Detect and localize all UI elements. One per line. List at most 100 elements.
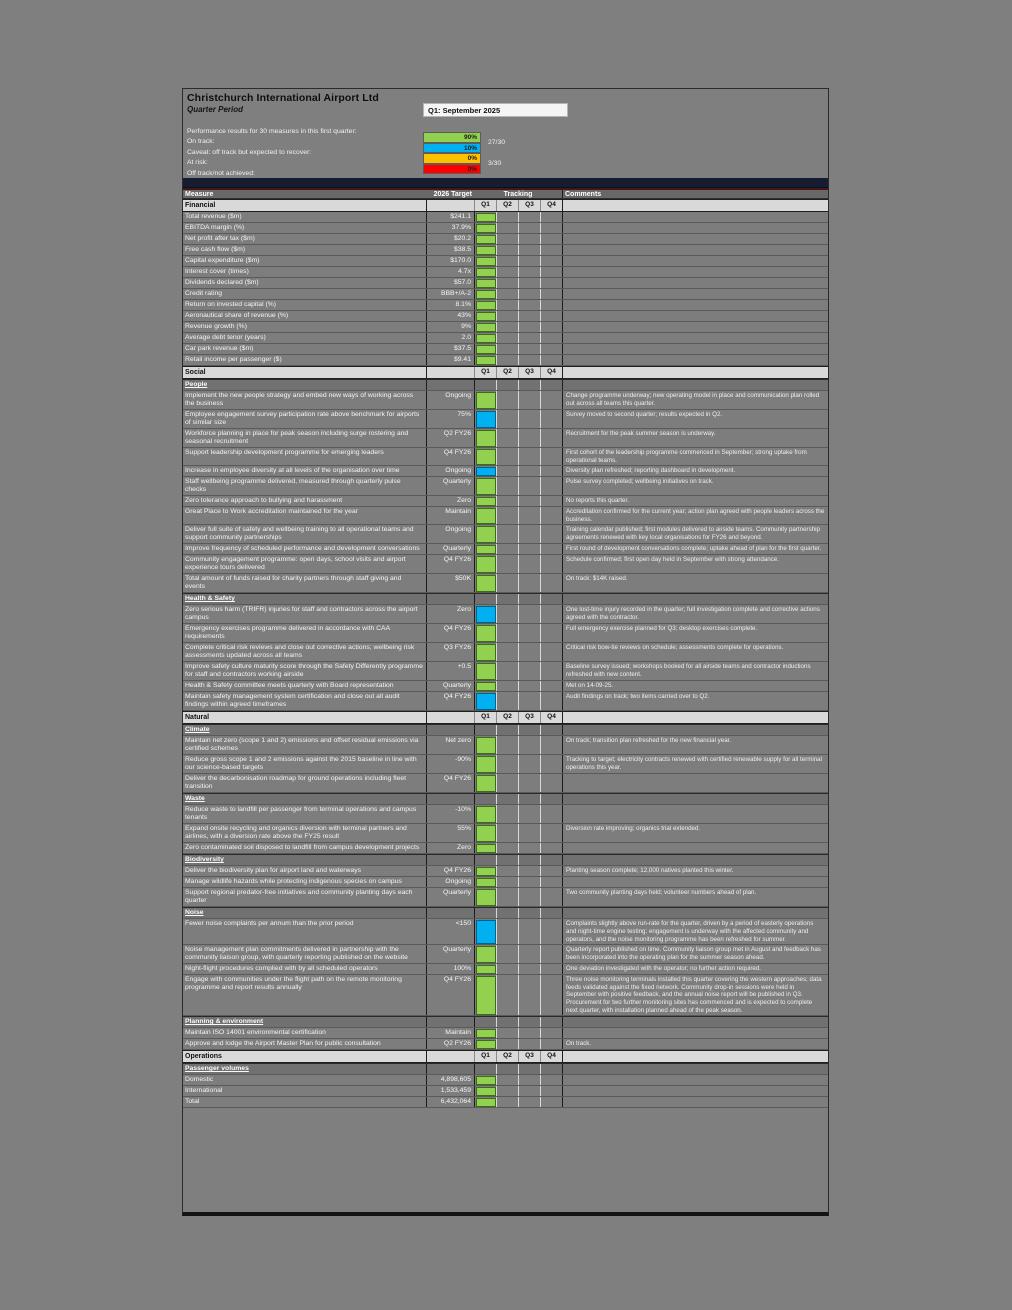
tracking-cell-q4[interactable] xyxy=(540,234,562,244)
tracking-cell-q3[interactable] xyxy=(518,805,540,824)
tracking-cell-q4[interactable] xyxy=(540,333,562,343)
comment-cell[interactable] xyxy=(562,1028,828,1039)
tracking-cell-q3[interactable] xyxy=(518,245,540,255)
tracking-cell-q4[interactable] xyxy=(540,525,562,544)
tracking-cell-q2[interactable] xyxy=(496,624,518,643)
tracking-cell-q2[interactable] xyxy=(496,805,518,824)
tracking-cell-q3[interactable] xyxy=(518,278,540,288)
tracking-cell-q2[interactable] xyxy=(496,410,518,428)
tracking-cell-q3[interactable] xyxy=(518,333,540,343)
target-cell[interactable]: Quarterly xyxy=(426,544,474,555)
subsection-header-row[interactable]: Waste xyxy=(183,793,828,806)
status-square-green[interactable] xyxy=(475,311,496,321)
tracking-cell-q4[interactable] xyxy=(540,681,562,692)
tracking-cell-q1[interactable] xyxy=(474,725,496,736)
tracking-cell-q3[interactable] xyxy=(518,866,540,877)
status-square-green[interactable] xyxy=(475,1097,496,1107)
target-cell[interactable]: 55% xyxy=(426,824,474,843)
tracking-cell-q1[interactable] xyxy=(474,736,496,755)
tracking-cell-q2[interactable]: Q2 xyxy=(496,1051,518,1063)
tracking-cell-q4[interactable] xyxy=(540,507,562,525)
tracking-cell-q3[interactable] xyxy=(518,843,540,854)
measure-cell[interactable]: Increase in employee diversity at all le… xyxy=(185,467,400,475)
tracking-cell-q4[interactable] xyxy=(540,496,562,507)
tracking-cell-q1[interactable] xyxy=(474,908,496,919)
tracking-cell-q2[interactable] xyxy=(496,681,518,692)
tracking-cell-q1[interactable] xyxy=(474,888,496,907)
status-square-green[interactable] xyxy=(475,945,496,963)
tracking-cell-q2[interactable] xyxy=(496,877,518,888)
comment-cell[interactable] xyxy=(562,1086,828,1097)
tracking-cell-q1[interactable] xyxy=(474,1017,496,1028)
target-cell[interactable]: Q4 FY26 xyxy=(426,975,474,1016)
measure-cell[interactable]: EBITDA margin (%) xyxy=(185,224,245,231)
status-square-green[interactable] xyxy=(475,1039,496,1049)
tracking-cell-q3[interactable] xyxy=(518,448,540,466)
tracking-cell-q3[interactable] xyxy=(518,344,540,354)
comment-cell[interactable] xyxy=(562,843,828,854)
tracking-cell-q1[interactable] xyxy=(474,448,496,466)
target-cell[interactable]: Zero xyxy=(426,496,474,507)
target-cell[interactable]: 4.7x xyxy=(426,267,474,277)
comment-cell[interactable] xyxy=(562,1097,828,1108)
target-cell[interactable]: 2.0 xyxy=(426,333,474,343)
measure-cell[interactable]: Approve and lodge the Airport Master Pla… xyxy=(185,1040,381,1048)
measure-cell[interactable]: Engage with communities under the flight… xyxy=(185,976,402,992)
comment-cell[interactable]: Audit findings on track; two items carri… xyxy=(562,692,828,711)
tracking-cell-q2[interactable] xyxy=(496,289,518,299)
measure-cell[interactable]: Maintain ISO 14001 environmental certifi… xyxy=(185,1029,326,1037)
tracking-cell-q3[interactable] xyxy=(518,1075,540,1086)
tracking-cell-q4[interactable] xyxy=(540,1086,562,1097)
tracking-cell-q3[interactable] xyxy=(518,525,540,544)
tracking-cell-q1[interactable] xyxy=(474,662,496,681)
comment-cell[interactable]: On track: $14K raised. xyxy=(562,574,828,593)
subsection-header-row[interactable]: Climate xyxy=(183,724,828,737)
tracking-cell-q4[interactable] xyxy=(540,1075,562,1086)
subsection-header-row[interactable]: Planning & environment xyxy=(183,1016,828,1029)
measure-cell[interactable]: Complete critical risk reviews and close… xyxy=(185,644,415,660)
measure-cell[interactable]: Return on invested capital (%) xyxy=(185,301,277,308)
tracking-cell-q4[interactable] xyxy=(540,429,562,447)
target-cell[interactable]: $37.5 xyxy=(426,344,474,354)
tracking-cell-q2[interactable] xyxy=(496,725,518,736)
tracking-cell-q2[interactable] xyxy=(496,466,518,477)
status-square-green[interactable] xyxy=(475,824,496,842)
tracking-cell-q3[interactable] xyxy=(518,692,540,711)
tracking-cell-q1[interactable] xyxy=(474,1039,496,1050)
target-cell[interactable]: Quarterly xyxy=(426,477,474,496)
tracking-cell-q2[interactable] xyxy=(496,794,518,805)
measure-cell[interactable]: Zero tolerance approach to bullying and … xyxy=(185,497,343,505)
comment-cell[interactable] xyxy=(562,877,828,888)
tracking-cell-q2[interactable] xyxy=(496,964,518,975)
tracking-cell-q2[interactable] xyxy=(496,1028,518,1039)
tracking-cell-q4[interactable] xyxy=(540,794,562,805)
tracking-cell-q1[interactable] xyxy=(474,624,496,643)
tracking-cell-q4[interactable] xyxy=(540,594,562,605)
comment-cell[interactable] xyxy=(562,267,828,277)
comment-cell[interactable]: Tracking to target; electricity contract… xyxy=(562,755,828,774)
tracking-cell-q2[interactable] xyxy=(496,855,518,866)
measure-cell[interactable]: Improve safety culture maturity score th… xyxy=(185,663,423,679)
comment-cell[interactable]: Complaints slightly above run-rate for t… xyxy=(562,919,828,945)
status-square-green[interactable] xyxy=(475,1075,496,1085)
tracking-cell-q3[interactable] xyxy=(518,1064,540,1075)
comment-cell[interactable]: One lost-time injury recorded in the qua… xyxy=(562,605,828,624)
tracking-cell-q4[interactable] xyxy=(540,574,562,593)
tracking-cell-q3[interactable] xyxy=(518,624,540,643)
tracking-cell-q1[interactable] xyxy=(474,794,496,805)
comment-cell[interactable] xyxy=(562,355,828,365)
tracking-cell-q2[interactable] xyxy=(496,843,518,854)
tracking-cell-q2[interactable] xyxy=(496,908,518,919)
tracking-cell-q1[interactable] xyxy=(474,843,496,854)
tracking-cell-q2[interactable] xyxy=(496,278,518,288)
tracking-cell-q4[interactable] xyxy=(540,267,562,277)
tracking-cell-q4[interactable] xyxy=(540,643,562,662)
status-square-green[interactable] xyxy=(475,975,496,1015)
tracking-cell-q4[interactable] xyxy=(540,1028,562,1039)
comment-cell[interactable]: On track. xyxy=(562,1039,828,1050)
tracking-cell-q3[interactable] xyxy=(518,964,540,975)
tracking-cell-q3[interactable] xyxy=(518,794,540,805)
tracking-cell-q4[interactable] xyxy=(540,755,562,774)
tracking-cell-q3[interactable] xyxy=(518,1039,540,1050)
status-square-green[interactable] xyxy=(475,355,496,365)
